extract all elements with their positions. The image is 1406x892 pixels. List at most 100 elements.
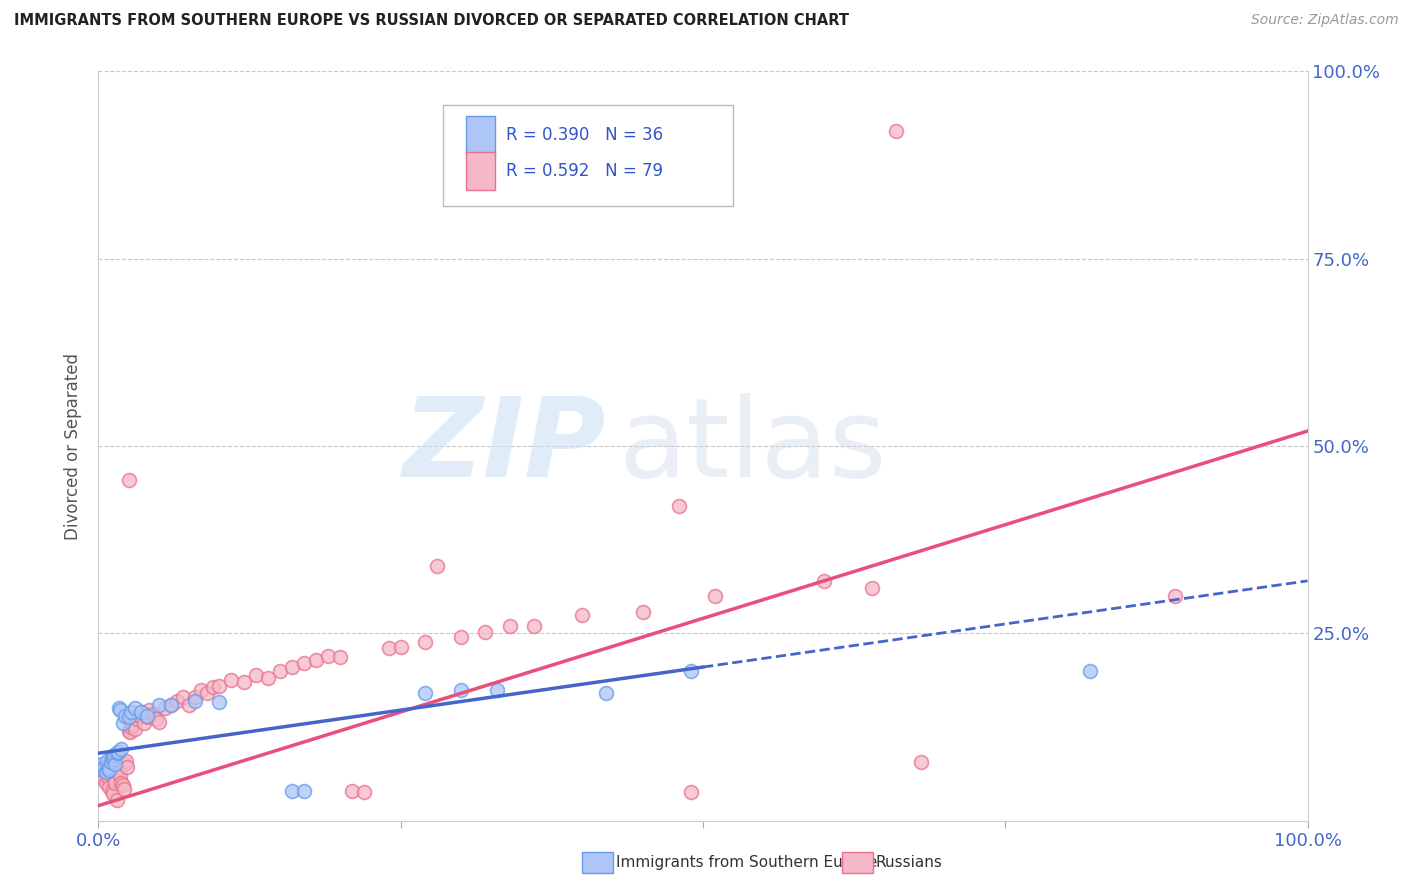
Point xyxy=(184,694,207,708)
Point xyxy=(316,648,339,663)
Point xyxy=(91,769,114,783)
Point xyxy=(117,760,139,774)
Point xyxy=(377,641,399,656)
Point xyxy=(195,686,218,700)
Point xyxy=(148,698,170,712)
Point xyxy=(107,764,129,779)
Point xyxy=(221,673,243,687)
Text: Immigrants from Southern Europe: Immigrants from Southern Europe xyxy=(616,855,877,870)
Point xyxy=(166,694,188,708)
Point xyxy=(498,619,520,633)
Point xyxy=(105,792,128,806)
Point xyxy=(208,679,231,693)
Point xyxy=(111,716,134,731)
Point xyxy=(93,760,115,774)
Point xyxy=(292,783,315,797)
Point xyxy=(100,767,122,781)
Point xyxy=(98,780,121,794)
Point xyxy=(98,763,121,777)
Text: atlas: atlas xyxy=(619,392,887,500)
Point xyxy=(160,698,183,712)
Point xyxy=(281,660,304,674)
Point xyxy=(135,710,157,724)
Text: R = 0.592   N = 79: R = 0.592 N = 79 xyxy=(506,162,662,180)
Point xyxy=(389,640,412,654)
Point xyxy=(450,682,472,697)
Point xyxy=(179,698,201,712)
FancyBboxPatch shape xyxy=(465,153,495,190)
Point xyxy=(135,708,157,723)
Point xyxy=(131,705,153,719)
FancyBboxPatch shape xyxy=(443,105,734,206)
Point xyxy=(474,624,496,639)
Point xyxy=(91,763,114,777)
Point xyxy=(450,630,472,644)
Point xyxy=(153,701,176,715)
Point xyxy=(91,757,114,772)
Point xyxy=(704,589,727,603)
Point xyxy=(148,714,170,729)
Point xyxy=(108,769,131,783)
Point xyxy=(679,785,702,799)
Point xyxy=(668,499,690,513)
Point xyxy=(886,124,908,138)
Text: R = 0.390   N = 36: R = 0.390 N = 36 xyxy=(506,126,664,144)
Point xyxy=(184,690,207,704)
Point xyxy=(110,742,132,756)
FancyBboxPatch shape xyxy=(465,116,495,153)
Point xyxy=(190,682,212,697)
Point xyxy=(1163,589,1185,603)
Point xyxy=(305,652,328,666)
Point xyxy=(138,703,160,717)
Point xyxy=(108,703,131,717)
Point xyxy=(91,763,114,777)
Point xyxy=(93,772,115,787)
Point xyxy=(679,664,702,678)
Point xyxy=(118,725,141,739)
Y-axis label: Divorced or Separated: Divorced or Separated xyxy=(65,352,83,540)
Point xyxy=(100,783,122,797)
Point xyxy=(118,723,141,738)
Point xyxy=(104,756,127,771)
Point xyxy=(101,752,124,766)
Point xyxy=(860,582,883,596)
Point xyxy=(172,690,194,704)
Point xyxy=(342,783,364,797)
Point xyxy=(145,713,167,727)
Point xyxy=(110,776,132,790)
Point xyxy=(523,619,546,633)
Point xyxy=(118,473,141,487)
Point xyxy=(100,750,122,764)
Point xyxy=(245,667,267,681)
Point xyxy=(103,772,125,787)
Point xyxy=(160,698,183,712)
Point xyxy=(107,745,129,759)
Point xyxy=(122,717,145,731)
Point xyxy=(426,558,449,573)
Point xyxy=(208,695,231,709)
Point xyxy=(910,755,932,769)
Point xyxy=(115,754,138,768)
Point xyxy=(202,680,225,694)
Point xyxy=(631,605,654,619)
Point xyxy=(114,757,136,772)
Text: ZIP: ZIP xyxy=(402,392,606,500)
Point xyxy=(124,701,146,715)
Point xyxy=(103,747,125,762)
Point xyxy=(413,635,436,649)
Point xyxy=(120,720,142,734)
Point xyxy=(269,664,291,678)
Point xyxy=(108,761,131,775)
Point xyxy=(256,671,278,685)
Point xyxy=(595,686,617,700)
Point xyxy=(96,764,118,779)
Point xyxy=(232,675,254,690)
Text: Source: ZipAtlas.com: Source: ZipAtlas.com xyxy=(1251,13,1399,28)
Point xyxy=(124,723,146,737)
Point xyxy=(413,686,436,700)
Point xyxy=(134,716,156,731)
Point xyxy=(129,705,152,719)
Point xyxy=(111,778,134,792)
Point xyxy=(127,713,149,727)
Point xyxy=(105,746,128,760)
